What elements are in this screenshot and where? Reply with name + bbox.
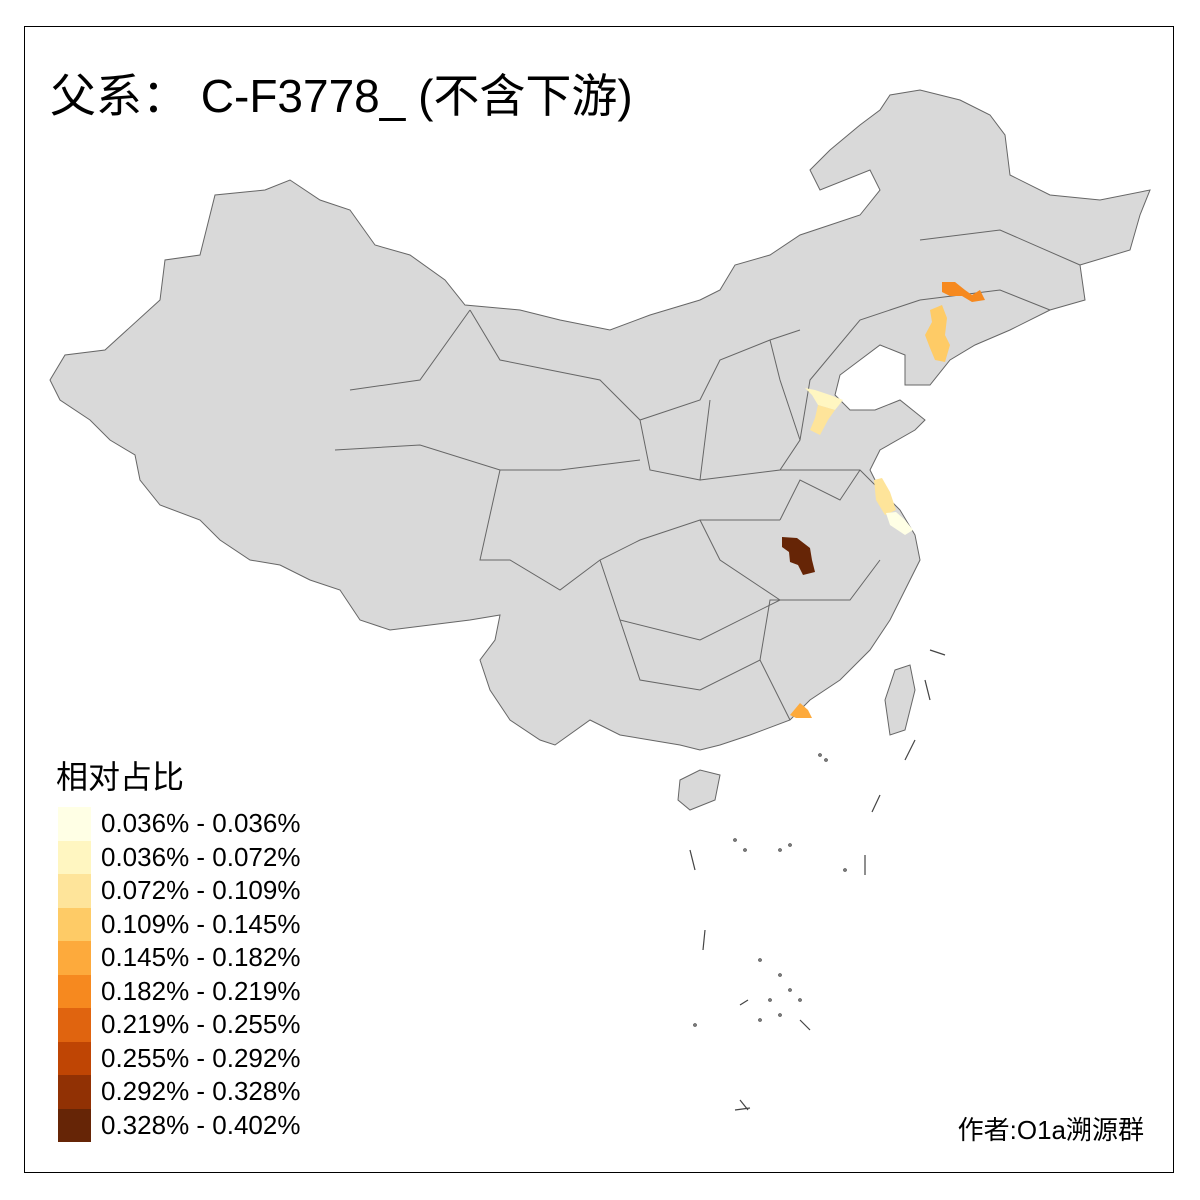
legend-swatch [58, 1008, 91, 1042]
province-border [639, 399, 711, 481]
legend-swatch [58, 1108, 91, 1142]
legend-item: 0.109% - 0.145% [58, 907, 301, 941]
legend-label: 0.182% - 0.219% [101, 975, 301, 1006]
legend-item: 0.328% - 0.402% [58, 1108, 301, 1142]
province-border [699, 519, 781, 601]
island-dot [778, 1013, 782, 1017]
legend-label: 0.328% - 0.402% [101, 1109, 301, 1140]
island-dot [778, 973, 782, 977]
island-dot [768, 998, 772, 1002]
island-dot [843, 868, 847, 872]
taiwan [884, 664, 916, 736]
author-credit: 作者:O1a溯源群 [957, 1115, 1144, 1145]
province-border [349, 309, 471, 391]
province-border [479, 469, 780, 591]
legend-item: 0.072% - 0.109% [58, 874, 300, 908]
island-dot [693, 1023, 697, 1027]
legend-swatch [58, 1075, 91, 1109]
map-title: 父系： C-F3778_ (不含下游) [50, 70, 633, 122]
legend-swatch [58, 1041, 91, 1075]
legend-swatch [58, 941, 91, 975]
highlighted-region [810, 405, 835, 435]
island-dot [758, 1018, 762, 1022]
province-border [619, 619, 791, 721]
legend-item: 0.036% - 0.072% [58, 840, 301, 874]
legend-item: 0.145% - 0.182% [58, 941, 300, 975]
island-dot [743, 848, 747, 852]
legend-label: 0.219% - 0.255% [101, 1009, 301, 1040]
legend-swatch [58, 840, 91, 874]
legend-label: 0.036% - 0.036% [101, 808, 301, 839]
island-dot [778, 848, 782, 852]
province-border [699, 299, 921, 481]
island-dot [818, 753, 822, 757]
province-border [469, 309, 801, 421]
legend-item: 0.182% - 0.219% [58, 974, 301, 1008]
legend-label: 0.109% - 0.145% [101, 908, 301, 939]
island-dash [739, 999, 749, 1006]
legend-swatch [58, 874, 91, 908]
legend-label: 0.036% - 0.072% [101, 841, 301, 872]
island-dash [904, 739, 916, 761]
legend-swatch [58, 974, 91, 1008]
legend-item: 0.255% - 0.292% [58, 1041, 301, 1075]
highlighted-region [805, 388, 843, 410]
highlighted-region [782, 537, 815, 575]
province-border [599, 559, 881, 641]
province-border [759, 599, 850, 661]
legend-label: 0.145% - 0.182% [101, 942, 301, 973]
province-border [919, 289, 1051, 311]
province-border [779, 469, 861, 521]
island-dot [788, 843, 792, 847]
highlighted-region [942, 282, 985, 302]
legend-label: 0.292% - 0.328% [101, 1076, 301, 1107]
province-border [769, 339, 801, 441]
province-border [919, 229, 1081, 266]
highlighted-region [790, 703, 812, 718]
island-dot [788, 988, 792, 992]
legend-swatch [58, 907, 91, 941]
island-dash [871, 794, 881, 813]
island-dot [758, 958, 762, 962]
legend-label: 0.255% - 0.292% [101, 1042, 301, 1073]
mainland [49, 89, 1151, 751]
island-dash [702, 929, 706, 951]
island-dot [733, 838, 737, 842]
island-dot [798, 998, 802, 1002]
legend-swatch [58, 807, 91, 841]
island-dash [799, 1019, 811, 1031]
map-frame [24, 26, 1174, 1173]
island-dot [824, 758, 828, 762]
legend-item: 0.036% - 0.036% [58, 807, 300, 841]
legend-title: 相对占比 [56, 759, 185, 795]
island-dash [689, 849, 696, 871]
highlighted-region [874, 478, 896, 515]
hainan [677, 769, 721, 811]
legend-label: 0.072% - 0.109% [101, 875, 301, 906]
highlighted-region [886, 512, 913, 535]
island-dash [734, 1107, 751, 1111]
island-dash [924, 679, 931, 701]
legend-item: 0.219% - 0.255% [58, 1008, 300, 1042]
island-dash [929, 649, 946, 656]
legend: 0.036% - 0.036% 0.036% - 0.072% 0.072% - 0… [58, 807, 300, 1142]
highlighted-region [925, 305, 950, 362]
legend-item: 0.292% - 0.328% [58, 1075, 300, 1109]
